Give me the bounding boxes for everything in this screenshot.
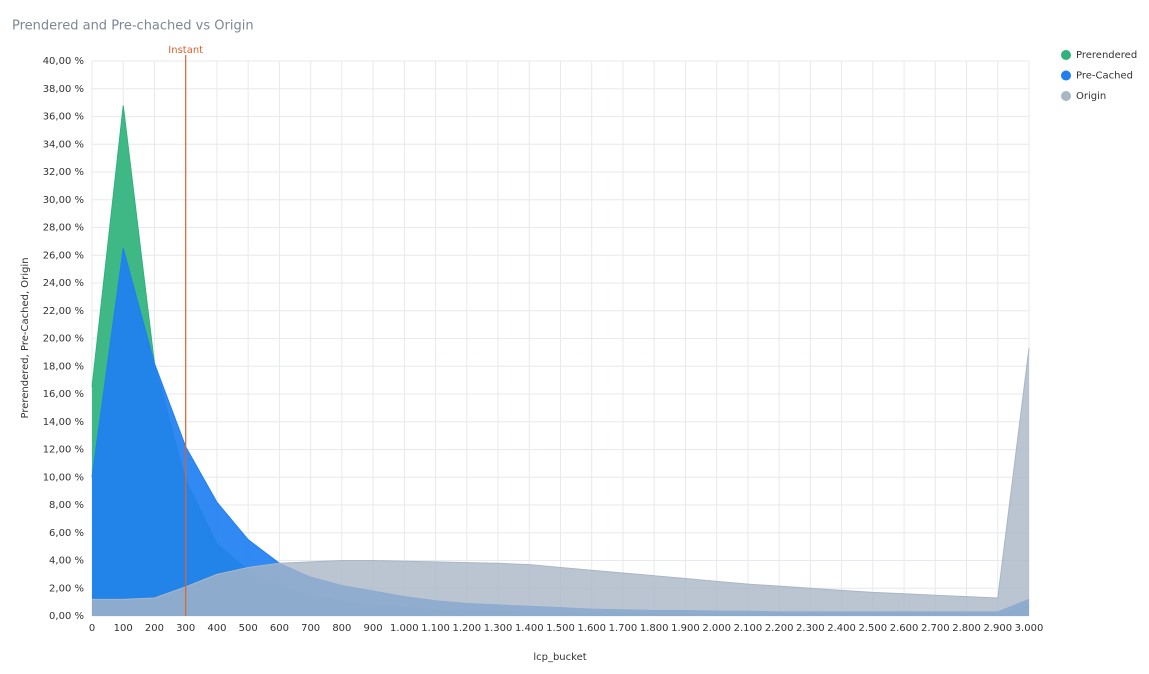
legend-marker bbox=[1061, 70, 1071, 81]
x-tick-label: 0 bbox=[89, 623, 95, 634]
x-tick-label: 2.200 bbox=[765, 623, 794, 634]
legend-label: Pre-Cached bbox=[1076, 71, 1133, 82]
y-tick-label: 0,00 % bbox=[49, 611, 84, 622]
y-tick-label: 36,00 % bbox=[43, 112, 84, 123]
y-axis-label: Prerendered, Pre-Cached, Origin bbox=[20, 257, 31, 418]
x-tick-label: 300 bbox=[176, 623, 195, 634]
y-tick-label: 12,00 % bbox=[43, 445, 84, 456]
y-tick-label: 14,00 % bbox=[43, 417, 84, 428]
x-tick-label: 2.000 bbox=[702, 623, 731, 634]
x-tick-label: 700 bbox=[301, 623, 320, 634]
y-tick-label: 22,00 % bbox=[43, 306, 84, 317]
x-tick-label: 400 bbox=[207, 623, 226, 634]
x-tick-label: 2.600 bbox=[890, 623, 919, 634]
y-tick-label: 40,00 % bbox=[43, 56, 84, 67]
y-tick-label: 16,00 % bbox=[43, 389, 84, 400]
x-tick-label: 1.100 bbox=[421, 623, 450, 634]
y-tick-label: 26,00 % bbox=[43, 250, 84, 261]
annotation-label: Instant bbox=[168, 45, 203, 56]
y-tick-label: 32,00 % bbox=[43, 167, 84, 178]
x-tick-label: 1.500 bbox=[546, 623, 575, 634]
y-tick-label: 6,00 % bbox=[49, 528, 84, 539]
x-tick-label: 1.900 bbox=[671, 623, 700, 634]
x-tick-label: 2.400 bbox=[827, 623, 856, 634]
legend-label: Prerendered bbox=[1076, 50, 1137, 61]
y-tick-label: 28,00 % bbox=[43, 223, 84, 234]
y-tick-label: 38,00 % bbox=[43, 84, 84, 95]
x-tick-label: 2.800 bbox=[952, 623, 981, 634]
y-tick-label: 2,00 % bbox=[49, 583, 84, 594]
y-tick-label: 4,00 % bbox=[49, 556, 84, 567]
x-tick-label: 900 bbox=[364, 623, 383, 634]
x-tick-label: 2.100 bbox=[734, 623, 763, 634]
x-tick-label: 800 bbox=[332, 623, 351, 634]
legend-marker bbox=[1061, 50, 1071, 60]
chart-title: Prendered and Pre-chached vs Origin bbox=[12, 19, 254, 34]
legend-label: Origin bbox=[1076, 91, 1106, 102]
x-tick-label: 3.000 bbox=[1015, 623, 1044, 634]
x-tick-label: 2.500 bbox=[859, 623, 888, 634]
area-line bbox=[92, 348, 1030, 600]
y-tick-label: 24,00 % bbox=[43, 278, 84, 289]
x-tick-label: 1.400 bbox=[515, 623, 544, 634]
y-tick-label: 30,00 % bbox=[43, 195, 84, 206]
x-tick-label: 1.200 bbox=[452, 623, 481, 634]
x-tick-label: 200 bbox=[145, 623, 164, 634]
y-tick-label: 8,00 % bbox=[49, 500, 84, 511]
y-tick-label: 10,00 % bbox=[43, 472, 84, 483]
x-tick-label: 1.600 bbox=[577, 623, 606, 634]
x-tick-label: 1.300 bbox=[484, 623, 513, 634]
y-tick-label: 18,00 % bbox=[43, 361, 84, 372]
x-tick-label: 2.300 bbox=[796, 623, 825, 634]
x-tick-label: 1.700 bbox=[609, 623, 638, 634]
x-tick-label: 500 bbox=[239, 623, 258, 634]
x-tick-label: 1.800 bbox=[640, 623, 669, 634]
y-tick-label: 20,00 % bbox=[43, 334, 84, 345]
x-tick-label: 2.900 bbox=[983, 623, 1012, 634]
x-tick-label: 600 bbox=[270, 623, 289, 634]
x-tick-label: 1.000 bbox=[390, 623, 419, 634]
x-tick-label: 100 bbox=[114, 623, 133, 634]
legend-marker bbox=[1061, 91, 1071, 101]
x-axis-label: lcp_bucket bbox=[533, 652, 586, 663]
x-tick-label: 2.700 bbox=[921, 623, 950, 634]
y-tick-label: 34,00 % bbox=[43, 139, 84, 150]
